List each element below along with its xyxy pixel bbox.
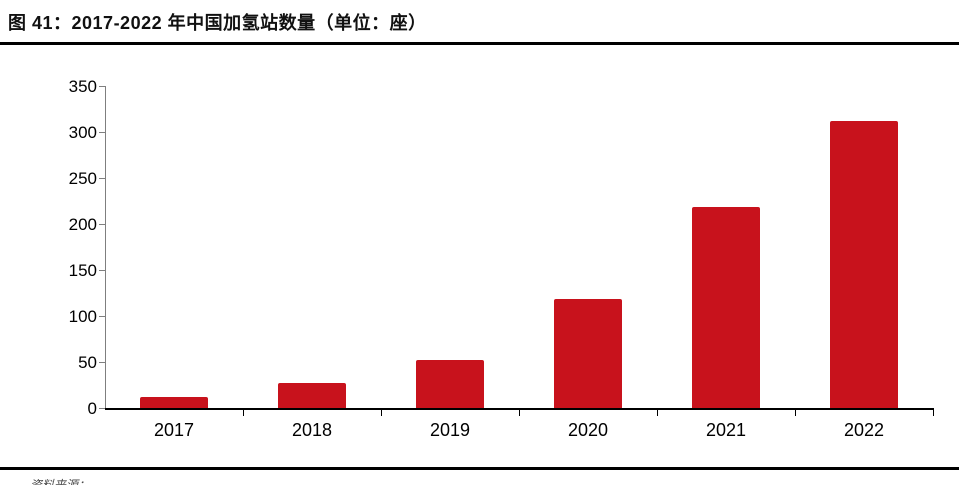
y-tick	[99, 408, 105, 409]
bar-2018	[278, 383, 346, 408]
bar-2022	[830, 120, 898, 408]
top-divider	[0, 42, 959, 45]
source-note: 资料来源：	[30, 478, 91, 485]
y-tick-label: 350	[68, 77, 97, 96]
y-tick-label: 100	[68, 307, 97, 326]
bar-2021	[692, 206, 760, 408]
x-tick-label-2021: 2021	[705, 420, 747, 440]
bar-2019	[416, 360, 484, 408]
y-tick-label: 0	[87, 399, 97, 418]
bar-2020	[554, 298, 622, 408]
y-tick-label: 50	[78, 353, 97, 372]
y-tick-label: 250	[68, 169, 97, 188]
bottom-divider	[0, 467, 959, 470]
y-tick	[99, 362, 105, 363]
y-tick	[99, 178, 105, 179]
y-tick	[99, 316, 105, 317]
x-tick-label-2020: 2020	[567, 420, 609, 440]
y-tick	[99, 224, 105, 225]
y-tick-label: 150	[68, 261, 97, 280]
x-tick	[381, 410, 382, 416]
x-tick	[657, 410, 658, 416]
x-tick-label-2017: 2017	[153, 420, 195, 440]
y-tick	[99, 132, 105, 133]
y-tick	[99, 270, 105, 271]
x-tick-label-2019: 2019	[429, 420, 471, 440]
x-tick	[243, 410, 244, 416]
y-axis	[105, 86, 106, 408]
x-tick	[795, 410, 796, 416]
y-tick-label: 300	[68, 123, 97, 142]
y-tick-label: 200	[68, 215, 97, 234]
bar-2017	[140, 396, 208, 408]
x-tick-label-2022: 2022	[843, 420, 885, 440]
bar-chart: 0 50 100 150 200 250 300 350 2017 2018 2019 2020 202…	[0, 50, 959, 460]
x-axis	[105, 408, 934, 410]
figure-title: 图 41：2017-2022 年中国加氢站数量（单位：座）	[8, 13, 427, 33]
y-tick	[99, 86, 105, 87]
x-tick	[933, 410, 934, 416]
x-tick	[519, 410, 520, 416]
x-tick-label-2018: 2018	[291, 420, 333, 440]
